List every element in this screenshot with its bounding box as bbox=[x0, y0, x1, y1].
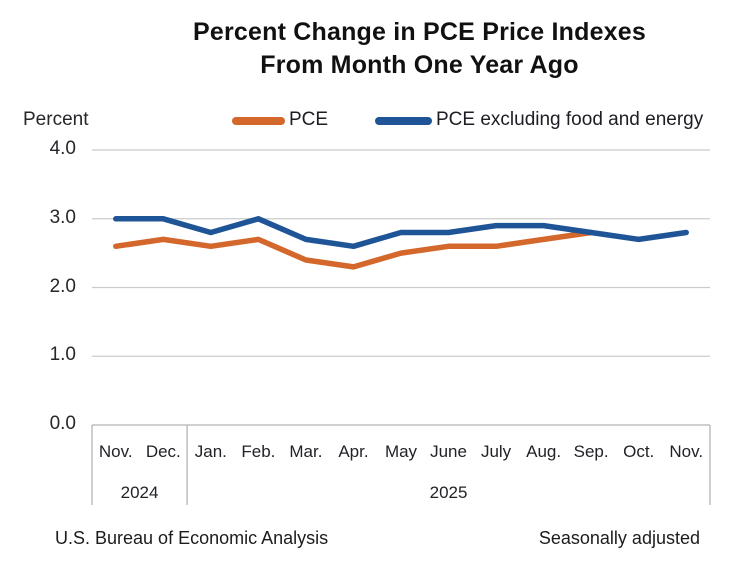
x-tick-label-oct-11: Oct. bbox=[623, 442, 655, 461]
x-tick-label-apr-5: Apr. bbox=[338, 442, 369, 461]
x-tick-label-june-7: June bbox=[430, 442, 467, 461]
x-tick-label-july-8: July bbox=[480, 442, 512, 461]
y-axis-unit-label: Percent bbox=[23, 109, 89, 130]
x-tick-label-sep-10: Sep. bbox=[573, 442, 609, 461]
y-tick-label-3.0: 3.0 bbox=[49, 206, 76, 228]
pce-excluding-food-and-energy-line bbox=[113, 216, 689, 250]
x-tick-label-feb-3: Feb. bbox=[241, 442, 276, 461]
x-axis-year-label-2024: 2024 bbox=[120, 483, 159, 502]
x-tick-label-jan-2: Jan. bbox=[194, 442, 227, 461]
pce-line bbox=[113, 229, 594, 270]
source-attribution: U.S. Bureau of Economic Analysis bbox=[55, 528, 329, 548]
x-tick-label-may-6: May bbox=[384, 442, 418, 461]
x-tick-label-dec-1: Dec. bbox=[145, 442, 181, 461]
y-tick-label-1.0: 1.0 bbox=[49, 344, 76, 366]
x-tick-label-mar-4: Mar. bbox=[289, 442, 323, 461]
y-tick-label-4.0: 4.0 bbox=[49, 138, 76, 159]
chart-title-line-2: From Month One Year Ago bbox=[260, 51, 579, 79]
y-tick-label-0.0: 0.0 bbox=[49, 413, 76, 434]
chart-title-line-1: Percent Change in PCE Price Indexes bbox=[193, 18, 646, 46]
legend-label-core-pce: PCE excluding food and energy bbox=[436, 109, 704, 130]
x-axis-year-label-2025: 2025 bbox=[429, 483, 468, 502]
x-tick-label-aug-9: Aug. bbox=[526, 442, 562, 461]
adjustment-note: Seasonally adjusted bbox=[538, 528, 700, 548]
y-tick-label-2.0: 2.0 bbox=[49, 275, 76, 297]
legend-label-pce: PCE bbox=[289, 109, 329, 130]
legend-swatch-pce bbox=[232, 117, 285, 125]
chart-title: Percent Change in PCE Price Indexes From… bbox=[100, 16, 739, 82]
x-tick-label-nov-12: Nov. bbox=[669, 442, 704, 461]
x-tick-label-nov-0: Nov. bbox=[98, 442, 133, 461]
legend-swatch-core-pce bbox=[375, 117, 432, 125]
